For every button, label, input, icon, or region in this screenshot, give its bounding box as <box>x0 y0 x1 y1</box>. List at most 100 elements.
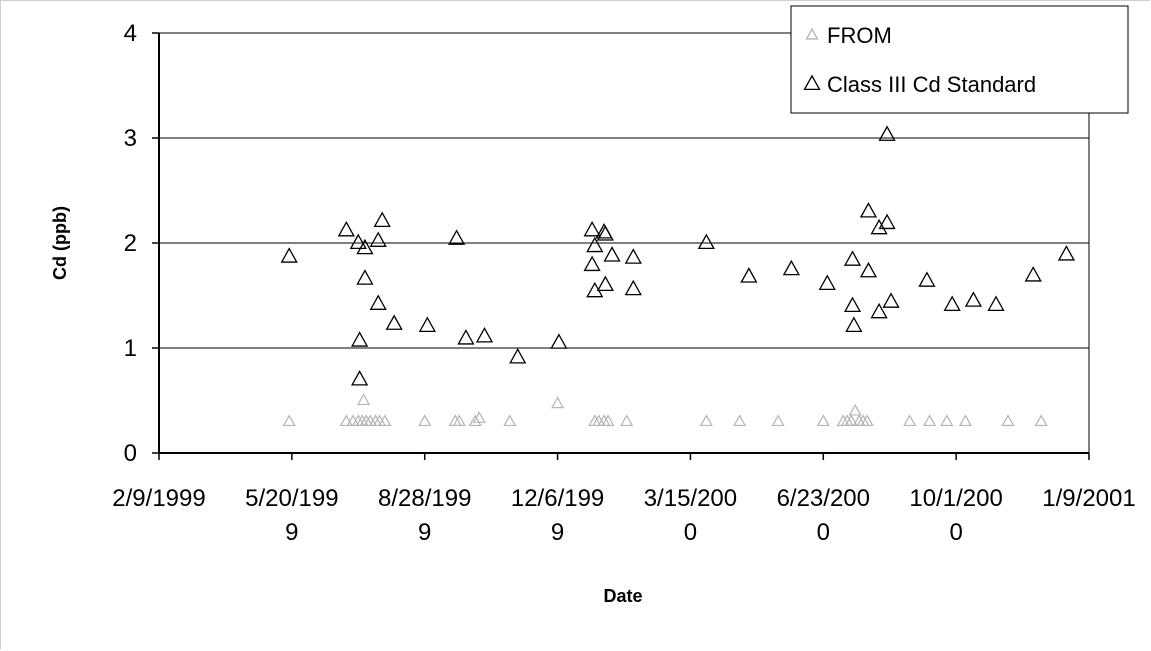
data-point <box>958 414 972 427</box>
data-point <box>339 414 353 427</box>
data-point <box>385 314 403 330</box>
data-point <box>856 414 870 427</box>
legend-label: FROM <box>827 23 892 48</box>
legend-marker <box>803 74 821 91</box>
data-point <box>816 414 830 427</box>
y-tick-label: 1 <box>124 335 137 362</box>
data-point <box>1057 245 1076 261</box>
data-series <box>280 125 1076 427</box>
data-point <box>878 125 896 141</box>
data-point <box>843 250 862 266</box>
data-point <box>818 274 836 290</box>
data-point <box>418 316 436 332</box>
data-point <box>349 233 367 250</box>
data-point <box>843 296 862 313</box>
legend: FROM Class III Cd Standard <box>790 5 1129 114</box>
data-point <box>1001 414 1015 427</box>
y-tick-label: 2 <box>124 230 137 257</box>
data-point <box>509 348 527 364</box>
data-point <box>356 269 374 285</box>
data-point <box>870 302 888 319</box>
x-tick-label: 0 <box>684 519 697 546</box>
data-point <box>624 248 642 264</box>
data-point <box>844 414 858 427</box>
data-point <box>848 403 862 416</box>
x-tick-label: 6/23/200 <box>777 485 870 512</box>
legend-box <box>790 5 1129 114</box>
x-tick-label: 5/20/199 <box>245 485 338 512</box>
x-tick-labels: 2/9/1999 5/20/199 9 8/28/199 9 12/6/199 9 3/15/… <box>112 485 1135 546</box>
data-point <box>601 414 615 427</box>
y-tick-labels: 0 1 2 3 4 <box>124 20 137 467</box>
data-point <box>943 295 961 311</box>
data-point <box>940 414 954 427</box>
series-0 <box>282 393 1048 427</box>
data-point <box>583 255 601 272</box>
y-axis-title: Cd (ppb) <box>50 206 70 280</box>
data-point <box>351 370 369 386</box>
data-point <box>1024 266 1042 282</box>
x-tick-label: 0 <box>817 519 830 546</box>
data-point <box>840 414 854 427</box>
x-tick-label: 9 <box>418 519 431 546</box>
series-1 <box>280 125 1076 386</box>
data-point <box>740 267 758 283</box>
data-point <box>860 414 874 427</box>
data-point <box>351 331 369 347</box>
x-tick-label: 12/6/199 <box>511 485 604 512</box>
y-tick-label: 3 <box>124 125 137 152</box>
data-point <box>782 259 801 276</box>
data-point <box>550 333 568 349</box>
data-point <box>964 291 983 307</box>
data-point <box>551 396 565 409</box>
data-point <box>357 393 371 406</box>
data-point <box>923 414 937 427</box>
data-point <box>596 225 615 241</box>
data-point <box>337 220 355 237</box>
data-point <box>878 213 896 230</box>
y-tick-label: 0 <box>124 440 137 467</box>
data-point <box>280 247 298 263</box>
x-axis-title: Date <box>603 586 642 606</box>
data-point <box>1034 414 1048 427</box>
data-point <box>882 292 900 308</box>
x-tick-label: 2/9/1999 <box>112 485 205 512</box>
data-point <box>845 316 863 332</box>
legend-label: Class III Cd Standard <box>827 72 1036 97</box>
data-point <box>369 294 387 310</box>
data-point <box>447 229 466 245</box>
data-point <box>859 202 878 218</box>
data-point <box>373 211 391 227</box>
data-point <box>771 414 785 427</box>
data-point <box>918 271 936 287</box>
data-point <box>378 414 392 427</box>
data-point <box>697 233 715 250</box>
data-point <box>620 414 634 427</box>
data-point <box>452 414 466 427</box>
x-tick-label: 1/9/2001 <box>1042 485 1135 512</box>
data-point <box>987 295 1005 311</box>
data-point <box>624 279 642 296</box>
data-point <box>472 411 486 423</box>
x-tick-label: 9 <box>285 519 298 546</box>
data-point <box>468 414 482 427</box>
legend-marker <box>805 27 819 40</box>
data-point <box>282 414 296 427</box>
x-tick-label: 0 <box>949 519 962 546</box>
data-point <box>457 329 475 345</box>
y-tick-label: 4 <box>124 20 137 47</box>
data-point <box>583 220 601 237</box>
x-tick-label: 10/1/200 <box>909 485 1002 512</box>
data-point <box>448 414 462 427</box>
data-point <box>733 414 747 427</box>
x-tick-label: 3/15/200 <box>644 485 737 512</box>
x-tick-label: 9 <box>551 519 564 546</box>
data-point <box>369 231 387 247</box>
data-point <box>586 236 604 253</box>
data-point <box>603 246 621 262</box>
data-point <box>475 327 494 343</box>
data-point <box>503 414 517 427</box>
data-point <box>699 414 713 427</box>
